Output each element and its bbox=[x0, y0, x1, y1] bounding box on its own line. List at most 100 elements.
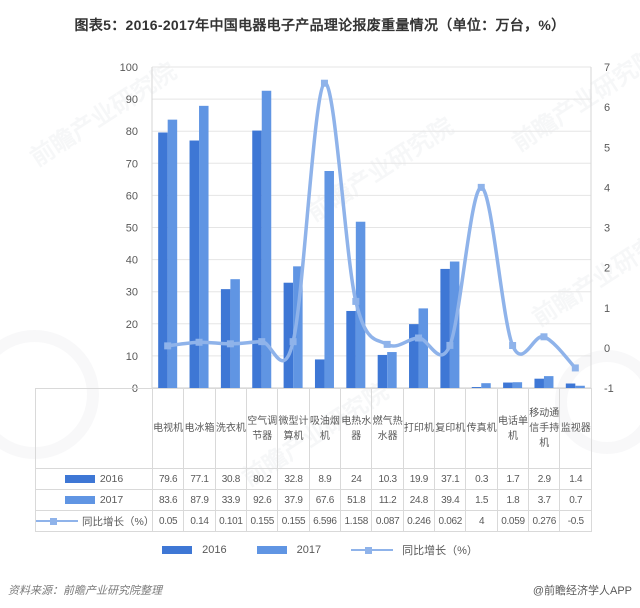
bar-2017 bbox=[481, 383, 491, 388]
table-value-cell: 0.14 bbox=[183, 510, 216, 532]
table-value-cell: 77.1 bbox=[183, 468, 216, 490]
legend-label: 2017 bbox=[296, 544, 322, 556]
series-key-cell: 2016 bbox=[35, 468, 153, 490]
bar-2016 bbox=[346, 310, 356, 388]
table-value-cell: 0.087 bbox=[371, 510, 404, 532]
bar-2017 bbox=[199, 105, 209, 388]
line-marker bbox=[258, 338, 266, 346]
line-marker bbox=[446, 341, 454, 349]
table-value-cell: 30.8 bbox=[214, 468, 248, 490]
line-marker bbox=[509, 342, 517, 350]
table-value-cell: 0.062 bbox=[434, 510, 467, 532]
legend-swatch-2016 bbox=[162, 546, 193, 554]
growth-line bbox=[165, 81, 578, 370]
category-label: 移动通信手持机 bbox=[528, 388, 561, 469]
legend-swatch-2016 bbox=[64, 475, 95, 483]
table-value-cell: 0.155 bbox=[246, 510, 279, 532]
y-axis-left-tick: 10 bbox=[126, 351, 138, 363]
category-label: 监视器 bbox=[559, 388, 592, 469]
category-label: 燃气热水器 bbox=[371, 388, 404, 469]
y-axis-right-tick: 0 bbox=[604, 343, 610, 355]
line-marker bbox=[383, 340, 391, 348]
bar-2016 bbox=[283, 282, 294, 388]
y-axis-right-tick: 7 bbox=[604, 62, 610, 74]
bar-2016 bbox=[503, 382, 513, 388]
table-value-cell: 51.8 bbox=[340, 489, 373, 511]
y-axis-left-tick: 20 bbox=[126, 319, 138, 331]
bar-2017 bbox=[387, 352, 397, 388]
table-value-cell: 11.2 bbox=[371, 489, 404, 511]
y-axis-right-tick: 4 bbox=[604, 182, 610, 194]
table-value-cell: 0.101 bbox=[214, 510, 248, 532]
bar-2017 bbox=[293, 266, 303, 388]
y-axis-right-tick: -1 bbox=[604, 383, 614, 395]
category-label: 吸油烟机 bbox=[308, 388, 342, 469]
bar-2017 bbox=[230, 279, 240, 388]
table-value-cell: 1.158 bbox=[340, 510, 373, 532]
table-value-cell: 24.8 bbox=[402, 489, 436, 511]
line-marker bbox=[477, 183, 485, 191]
table-value-cell: 1.7 bbox=[496, 468, 530, 490]
line-marker bbox=[320, 79, 328, 87]
table-value-cell: 3.7 bbox=[528, 489, 561, 511]
table-row-categories: 电视机 电冰箱 洗衣机 空气调节器 微型计算机 吸油烟机 电热水器 燃气热水器 打印机 复印机 传真… bbox=[35, 388, 592, 469]
table-value-cell: 8.9 bbox=[308, 468, 342, 490]
bar-2016 bbox=[252, 130, 262, 389]
bar-2016 bbox=[471, 387, 482, 388]
table-value-cell: 19.9 bbox=[402, 468, 436, 490]
category-label: 传真机 bbox=[465, 388, 498, 469]
y-axis-left-tick: 90 bbox=[126, 94, 138, 106]
category-label: 空气调节器 bbox=[246, 388, 279, 469]
category-label: 打印机 bbox=[402, 388, 436, 469]
bar-2017 bbox=[575, 385, 585, 388]
legend: 2016 2017 同比增长（%） bbox=[0, 542, 640, 558]
table-value-cell: 92.6 bbox=[246, 489, 279, 511]
bar-2017 bbox=[355, 221, 366, 388]
bar-2016 bbox=[409, 324, 419, 388]
table-corner-cell bbox=[35, 388, 153, 469]
y-axis-left-tick: 40 bbox=[126, 255, 138, 267]
bar-2016 bbox=[377, 354, 388, 388]
table-row-2017: 2017 83.6 87.9 33.9 92.6 37.9 67.6 51.8 11.2 24.8… bbox=[35, 489, 592, 511]
y-axis-left-tick: 80 bbox=[126, 126, 138, 138]
bar-2017 bbox=[261, 90, 272, 388]
table-value-cell: 4 bbox=[465, 510, 498, 532]
legend-label: 同比增长（%） bbox=[402, 545, 478, 557]
table-value-cell: 1.8 bbox=[496, 489, 530, 511]
bar-2016 bbox=[314, 359, 325, 388]
series-key-cell: 2017 bbox=[35, 489, 153, 511]
bar-2016 bbox=[220, 289, 231, 388]
line-marker bbox=[415, 334, 423, 342]
table-value-cell: 10.3 bbox=[371, 468, 404, 490]
table-value-cell: 87.9 bbox=[183, 489, 216, 511]
y-axis-right-tick: 1 bbox=[604, 303, 610, 315]
line-marker bbox=[289, 338, 297, 346]
line-marker bbox=[352, 297, 360, 305]
y-axis-right-tick: 3 bbox=[604, 223, 610, 235]
line-marker bbox=[195, 338, 203, 346]
legend-line-marker bbox=[36, 517, 78, 526]
legend-swatch-2017 bbox=[256, 546, 287, 554]
bar-2016 bbox=[565, 383, 576, 388]
table-value-cell: 33.9 bbox=[214, 489, 248, 511]
table-value-cell: 37.1 bbox=[434, 468, 467, 490]
bar-2016 bbox=[189, 140, 200, 388]
source-note: 资料来源：前瞻产业研究院整理 bbox=[8, 585, 162, 597]
table-value-cell: 79.6 bbox=[151, 468, 185, 490]
y-axis-left-tick: 100 bbox=[120, 62, 138, 74]
app-credit: @前瞻经济学人APP bbox=[532, 585, 632, 597]
table-value-cell: 83.6 bbox=[151, 489, 185, 511]
y-axis-right-tick: 5 bbox=[604, 142, 610, 154]
bar-2017 bbox=[543, 376, 554, 388]
series-name: 2016 bbox=[99, 473, 124, 485]
category-label: 电热水器 bbox=[340, 388, 373, 469]
table-value-cell: 1.4 bbox=[559, 468, 592, 490]
y-axis-right-tick: 2 bbox=[604, 263, 610, 275]
category-label: 电冰箱 bbox=[183, 388, 216, 469]
series-name: 2017 bbox=[99, 494, 124, 506]
y-axis-right-tick: 6 bbox=[604, 102, 610, 114]
table-value-cell: 0.276 bbox=[528, 510, 561, 532]
legend-line-marker bbox=[351, 546, 394, 555]
